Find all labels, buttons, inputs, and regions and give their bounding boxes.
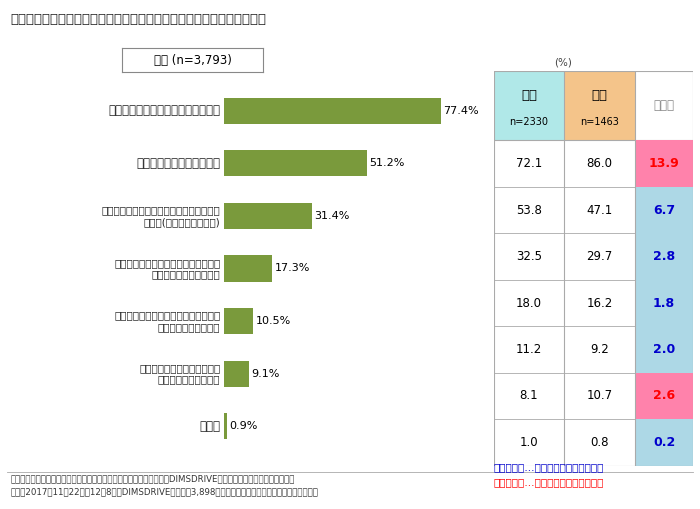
Text: 17.3%: 17.3% — [274, 264, 310, 273]
Text: 全体 (n=3,793): 全体 (n=3,793) — [153, 53, 232, 67]
Bar — [635, 140, 693, 187]
Text: 調査機関：インターワイヤード株式会社が運営するネットリサーチ『DIMSDRIVE』実施のアンケート「カレー」。: 調査機関：インターワイヤード株式会社が運営するネットリサーチ『DIMSDRIVE… — [10, 474, 295, 484]
Text: 2.6: 2.6 — [653, 389, 675, 403]
Bar — [635, 233, 693, 280]
Text: 10.5%: 10.5% — [256, 316, 291, 326]
Text: 期間：2017年11月22日〜12月8日、DIMSDRIVEモニター3,898人が回答。エピソードも同アンケートです。: 期間：2017年11月22日〜12月8日、DIMSDRIVEモニター3,898人… — [10, 488, 318, 497]
Text: n=2330: n=2330 — [510, 117, 548, 127]
Text: その他: その他 — [199, 420, 220, 433]
Text: 32.5: 32.5 — [516, 250, 542, 263]
Text: 1.8: 1.8 — [653, 297, 675, 309]
Text: 2.8: 2.8 — [653, 250, 675, 263]
Text: 市販のルウで作ったカレーを食べる: 市販のルウで作ったカレーを食べる — [108, 104, 220, 117]
Text: 6.7: 6.7 — [653, 204, 675, 216]
Bar — [635, 187, 693, 233]
Text: 1.0: 1.0 — [519, 436, 538, 449]
Bar — [635, 280, 693, 326]
Bar — [224, 308, 253, 334]
Text: (%): (%) — [554, 57, 573, 67]
Bar — [224, 413, 227, 439]
Text: 0.9%: 0.9% — [229, 421, 257, 431]
Text: 31.4%: 31.4% — [314, 211, 349, 221]
Text: 10.7: 10.7 — [587, 389, 612, 403]
Text: 18.0: 18.0 — [516, 297, 542, 309]
Text: 男女差: 男女差 — [654, 99, 675, 112]
Text: 77.4%: 77.4% — [443, 106, 479, 116]
Bar — [224, 360, 249, 387]
Text: 11.2: 11.2 — [516, 343, 542, 356]
Text: 9.1%: 9.1% — [252, 369, 280, 379]
Bar — [224, 203, 312, 229]
Text: 表５　「ふだんどのようにカレーを食べていますか」　についての回答: 表５ 「ふだんどのようにカレーを食べていますか」 についての回答 — [10, 13, 267, 26]
Text: コンビニやスーパー、お弁当屋さんで
買ったカレーを食べる: コンビニやスーパー、お弁当屋さんで 買ったカレーを食べる — [114, 310, 220, 332]
Bar — [224, 256, 272, 281]
Text: 8.1: 8.1 — [519, 389, 538, 403]
Text: 16.2: 16.2 — [587, 297, 613, 309]
Bar — [564, 71, 635, 140]
Text: n=1463: n=1463 — [580, 117, 620, 127]
Bar — [635, 326, 693, 373]
Text: 86.0: 86.0 — [587, 157, 612, 170]
Bar — [224, 98, 441, 124]
Text: レトルトのカレーを食べる: レトルトのカレーを食べる — [136, 157, 220, 170]
Text: 72.1: 72.1 — [516, 157, 542, 170]
Bar — [635, 373, 693, 419]
Text: カレーショップ・カレー専門店以外の
飲食店でカレーを食べる: カレーショップ・カレー専門店以外の 飲食店でカレーを食べる — [114, 258, 220, 279]
Text: 女性: 女性 — [592, 90, 608, 102]
Text: 51.2%: 51.2% — [370, 158, 405, 168]
Text: 53.8: 53.8 — [516, 204, 542, 216]
Text: 男女差青字…男性のほうが数値が高い: 男女差青字…男性のほうが数値が高い — [494, 462, 604, 472]
Text: 0.8: 0.8 — [591, 436, 609, 449]
Text: カレー粉・スパイスなどから
作ったカレーを食べる: カレー粉・スパイスなどから 作ったカレーを食べる — [139, 363, 220, 384]
Text: 男女差赤字…女性のほうが数値が高い: 男女差赤字…女性のほうが数値が高い — [494, 477, 604, 488]
Bar — [494, 71, 564, 140]
Text: 9.2: 9.2 — [590, 343, 609, 356]
Text: 男性: 男性 — [521, 90, 537, 102]
Text: カレーショップ・カレー専門店のカレーを
食べる(テイクアウト含む): カレーショップ・カレー専門店のカレーを 食べる(テイクアウト含む) — [102, 205, 220, 227]
Bar — [635, 419, 693, 466]
Text: 47.1: 47.1 — [587, 204, 613, 216]
Bar — [224, 150, 368, 177]
Text: 2.0: 2.0 — [653, 343, 676, 356]
Text: 13.9: 13.9 — [649, 157, 680, 170]
Text: 0.2: 0.2 — [653, 436, 676, 449]
Text: 29.7: 29.7 — [587, 250, 613, 263]
